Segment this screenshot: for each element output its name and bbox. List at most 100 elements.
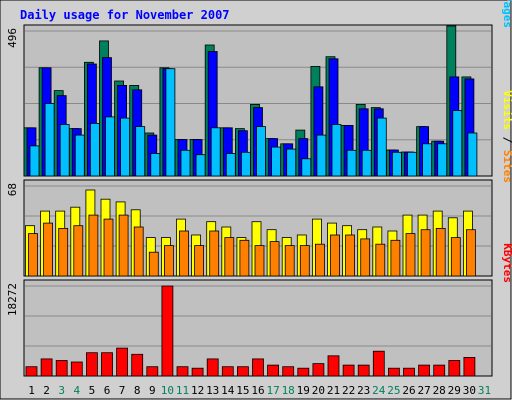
bar-kbytes-day-12 [191,367,204,377]
bar-kbytes-day-4 [70,361,83,377]
bar-kbytes-day-5 [86,352,98,377]
x-tick-label-day-26: 26 [402,384,415,397]
bar-sites-day-2 [43,222,53,277]
x-tick-label-day-19: 19 [297,384,310,397]
bar-sites-day-4 [73,225,84,277]
bar-sites-day-5 [88,214,99,277]
bar-pages-day-12 [195,154,206,177]
panel-axis-legend: KBytes [501,243,512,283]
x-tick-label-day-22: 22 [342,384,355,397]
bar-sites-day-27 [420,229,431,277]
bar-kbytes-day-26 [403,367,415,377]
x-tick-label-day-28: 28 [433,384,446,397]
bar-pages-day-5 [90,123,100,177]
bar-sites-day-15 [239,239,250,277]
bar-pages-day-14 [225,153,236,177]
bar-pages-day-6 [105,116,115,177]
bar-sites-day-3 [58,227,69,277]
panel-axis-legend: Visits / Sites [501,90,512,183]
bar-kbytes-day-27 [418,364,431,377]
x-tick-label-day-13: 13 [206,384,219,397]
bar-sites-day-16 [254,245,265,277]
bar-pages-day-9 [150,153,161,177]
x-tick-label-day-7: 7 [119,384,126,397]
x-tick-label-day-25: 25 [387,384,400,397]
x-tick-label-day-2: 2 [43,384,50,397]
panel-max-label: 18272 [6,283,19,316]
x-tick-label-day-5: 5 [89,384,96,397]
x-tick-label-day-12: 12 [191,384,204,397]
bar-sites-day-9 [148,251,159,277]
bar-pages-day-23 [361,149,372,177]
bar-sites-day-28 [435,227,446,277]
x-tick-label-day-14: 14 [221,384,235,397]
bar-sites-day-13 [209,230,220,277]
bar-pages-day-20 [316,134,327,177]
bar-pages-day-17 [271,146,282,177]
x-tick-label-day-21: 21 [327,384,340,397]
bar-kbytes-day-29 [448,360,461,377]
bar-kbytes-day-14 [221,366,234,377]
bar-pages-day-24 [376,117,387,177]
x-tick-label-day-24: 24 [372,384,386,397]
bar-pages-day-7 [120,117,130,177]
bar-sites-day-30 [465,229,476,277]
bar-sites-day-25 [390,239,401,277]
bar-pages-day-3 [59,124,70,177]
bar-kbytes-day-22 [342,364,355,377]
bar-pages-day-27 [422,143,433,177]
legend-entry-visits: Visits [501,90,512,130]
x-tick-label-day-6: 6 [104,384,111,397]
bar-sites-day-20 [314,243,325,277]
bar-sites-day-21 [330,234,340,277]
chart-panel-1: 496 Hits / Files / Pages [6,0,512,177]
bar-pages-day-10 [165,68,176,177]
bar-kbytes-day-3 [55,360,68,377]
bar-kbytes-day-11 [176,366,189,377]
bar-sites-day-11 [179,230,189,277]
bar-pages-day-30 [467,132,478,177]
x-tick-label-day-8: 8 [134,384,141,397]
bar-pages-day-21 [331,124,342,177]
bar-pages-day-11 [180,149,191,177]
bar-sites-day-22 [345,234,356,277]
chart-panel-2: 68 Visits / Sites [6,90,512,277]
legend-entry-sites: Sites [501,150,512,183]
bar-kbytes-day-13 [206,358,219,377]
bar-kbytes-day-8 [131,353,144,377]
bar-sites-day-7 [118,214,129,277]
x-tick-label-day-30: 30 [463,384,476,397]
chart-title: Daily usage for November 2007 [20,8,230,22]
panel-axis-legend: Hits / Files / Pages [501,0,512,28]
bar-kbytes-day-6 [101,352,113,377]
bar-sites-day-10 [163,245,174,277]
bar-kbytes-day-16 [252,358,264,377]
bar-kbytes-day-17 [267,364,280,377]
bar-sites-day-8 [133,226,144,277]
legend-entry-pages: Pages [501,0,512,28]
legend-entry-kbytes: KBytes [501,243,512,283]
bar-kbytes-day-18 [282,366,295,377]
x-tick-label-day-29: 29 [448,384,461,397]
bar-pages-day-16 [256,126,266,177]
bar-pages-day-28 [437,143,448,177]
bar-sites-day-6 [103,218,114,277]
panel-max-label: 68 [6,183,19,196]
bar-kbytes-day-9 [146,366,159,377]
bar-kbytes-day-23 [357,364,370,377]
bar-sites-day-26 [405,233,416,277]
x-tick-label-day-10: 10 [161,384,174,397]
x-tick-label-day-16: 16 [251,384,264,397]
x-tick-label-day-23: 23 [357,384,370,397]
bar-pages-day-15 [240,151,251,177]
bar-pages-day-4 [74,134,85,177]
bar-kbytes-day-2 [40,358,53,377]
bar-sites-day-14 [224,237,235,277]
bar-kbytes-day-25 [387,367,400,377]
bar-kbytes-day-30 [463,356,476,377]
bar-kbytes-day-10 [161,285,174,377]
bar-sites-day-23 [360,238,371,277]
x-tick-label-day-27: 27 [417,384,430,397]
bar-sites-day-18 [284,245,295,277]
bar-kbytes-day-1 [25,366,38,377]
